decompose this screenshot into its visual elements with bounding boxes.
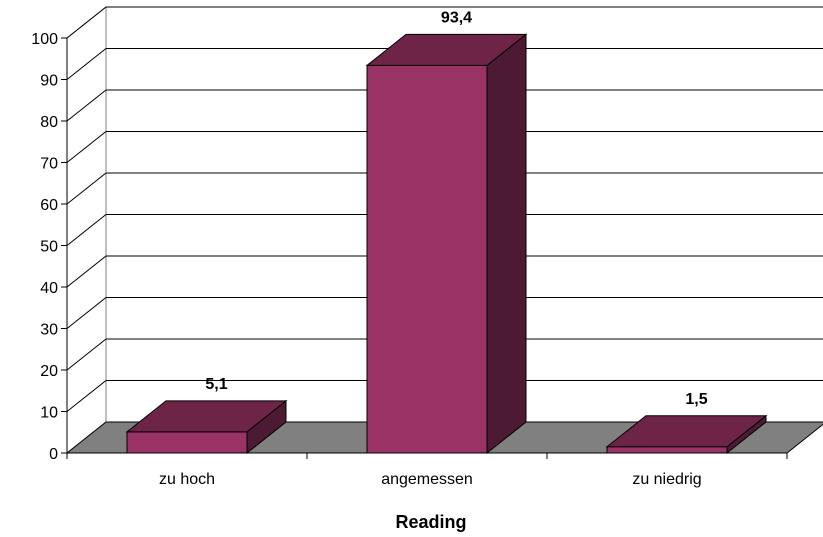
x-axis-title: Reading: [395, 512, 466, 532]
y-tick-label: 100: [31, 31, 58, 48]
bar-top: [365, 33, 528, 66]
x-axis: zu hoch angemessen zu niedrig: [66, 452, 788, 488]
y-tick-label: 70: [40, 156, 58, 173]
gridline: [66, 89, 823, 122]
y-tick-label: 20: [40, 363, 58, 380]
y-tick-label: 0: [49, 446, 58, 463]
bar-top: [125, 400, 288, 433]
y-tick-label: 90: [40, 73, 58, 90]
bar: [365, 33, 528, 455]
y-tick-label: 40: [40, 280, 58, 297]
x-category-label: zu niedrig: [632, 471, 701, 488]
bar-top: [605, 415, 768, 448]
data-label: 1,5: [685, 391, 707, 408]
x-category-label: zu hoch: [159, 471, 215, 488]
bar: [125, 399, 288, 455]
gridline: [66, 380, 823, 412]
gridline: [66, 131, 823, 163]
bar-front: [606, 446, 728, 454]
gridline: [66, 214, 823, 246]
data-labels: 5,1 93,4 1,5: [205, 9, 707, 407]
gridline: [66, 48, 823, 80]
gridline: [66, 255, 823, 288]
y-tick-label: 50: [40, 239, 58, 256]
gridlines: [66, 6, 823, 412]
gridline: [66, 338, 823, 371]
y-tick-label: 30: [40, 322, 58, 339]
x-category-label: angemessen: [381, 471, 473, 488]
y-tick-label: 60: [40, 197, 58, 214]
y-tick-label: 80: [40, 114, 58, 131]
gridline: [66, 297, 823, 329]
gridline: [66, 6, 823, 39]
bars: [125, 33, 768, 455]
data-label: 5,1: [205, 376, 227, 393]
bar: [605, 414, 768, 455]
bar-front: [126, 431, 248, 454]
bar-side: [486, 33, 527, 455]
data-label: 93,4: [441, 9, 472, 26]
y-tick-label: 10: [40, 405, 58, 422]
bar-front: [366, 64, 488, 454]
gridline: [66, 172, 823, 205]
y-axis: 0 10 20 30 40 50 60 70 80 90 100: [31, 31, 68, 463]
